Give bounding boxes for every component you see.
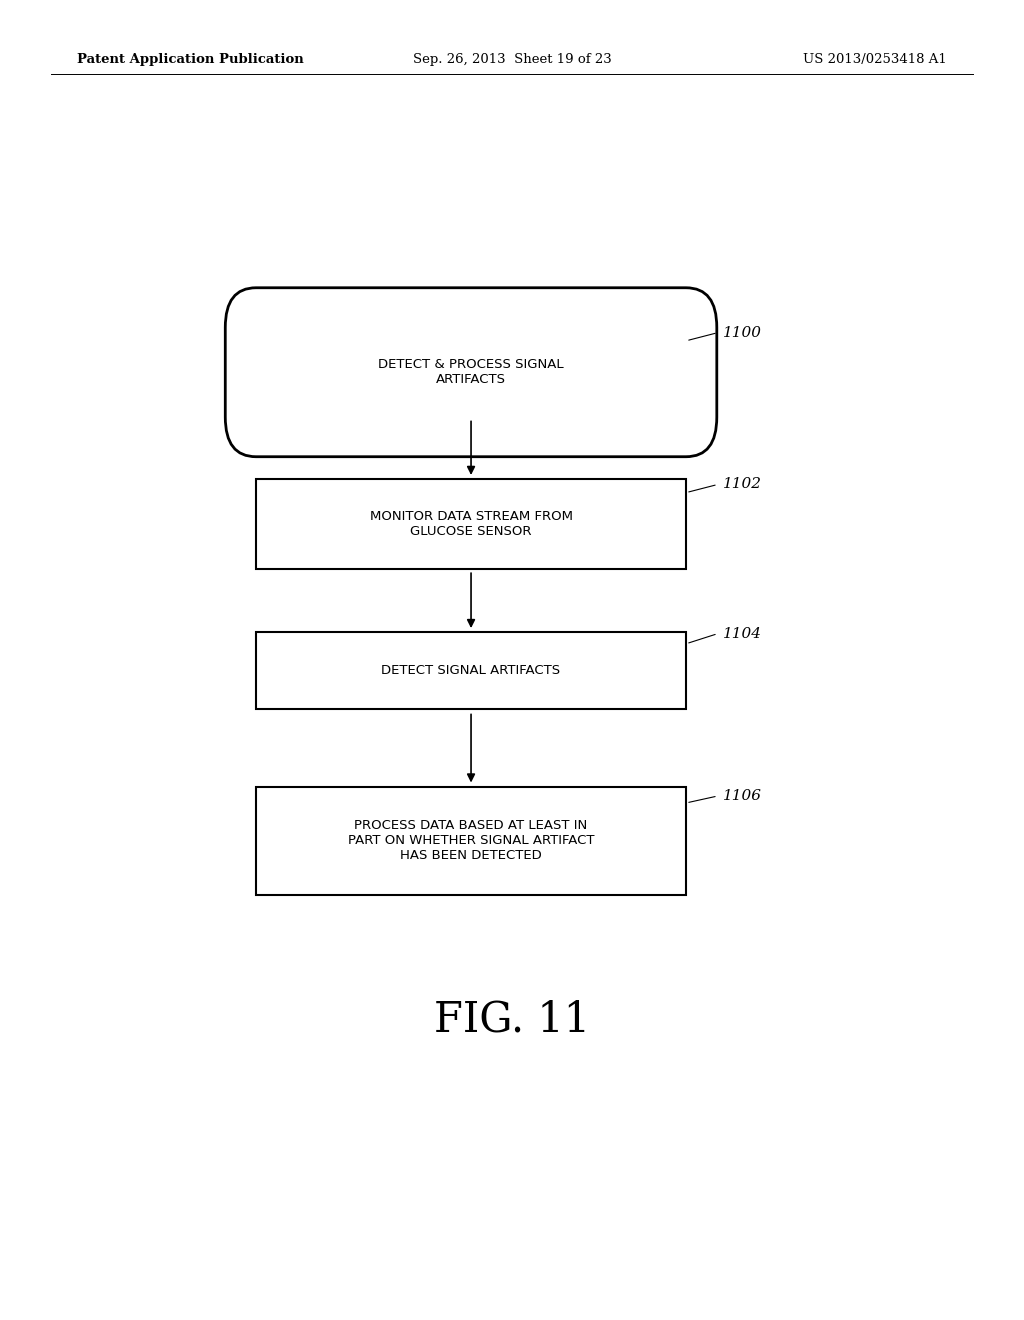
Text: MONITOR DATA STREAM FROM
GLUCOSE SENSOR: MONITOR DATA STREAM FROM GLUCOSE SENSOR: [370, 510, 572, 539]
Bar: [256, 632, 686, 709]
Text: 1100: 1100: [723, 326, 762, 339]
FancyBboxPatch shape: [225, 288, 717, 457]
Bar: [256, 479, 686, 569]
Text: DETECT & PROCESS SIGNAL
ARTIFACTS: DETECT & PROCESS SIGNAL ARTIFACTS: [378, 358, 564, 387]
Text: 1102: 1102: [723, 478, 762, 491]
Bar: [256, 787, 686, 895]
Text: DETECT SIGNAL ARTIFACTS: DETECT SIGNAL ARTIFACTS: [382, 664, 560, 677]
Text: 1106: 1106: [723, 789, 762, 803]
Text: Sep. 26, 2013  Sheet 19 of 23: Sep. 26, 2013 Sheet 19 of 23: [413, 53, 611, 66]
Text: 1104: 1104: [723, 627, 762, 640]
Text: Patent Application Publication: Patent Application Publication: [77, 53, 303, 66]
Text: PROCESS DATA BASED AT LEAST IN
PART ON WHETHER SIGNAL ARTIFACT
HAS BEEN DETECTED: PROCESS DATA BASED AT LEAST IN PART ON W…: [348, 820, 594, 862]
Text: FIG. 11: FIG. 11: [434, 998, 590, 1040]
Text: US 2013/0253418 A1: US 2013/0253418 A1: [804, 53, 947, 66]
